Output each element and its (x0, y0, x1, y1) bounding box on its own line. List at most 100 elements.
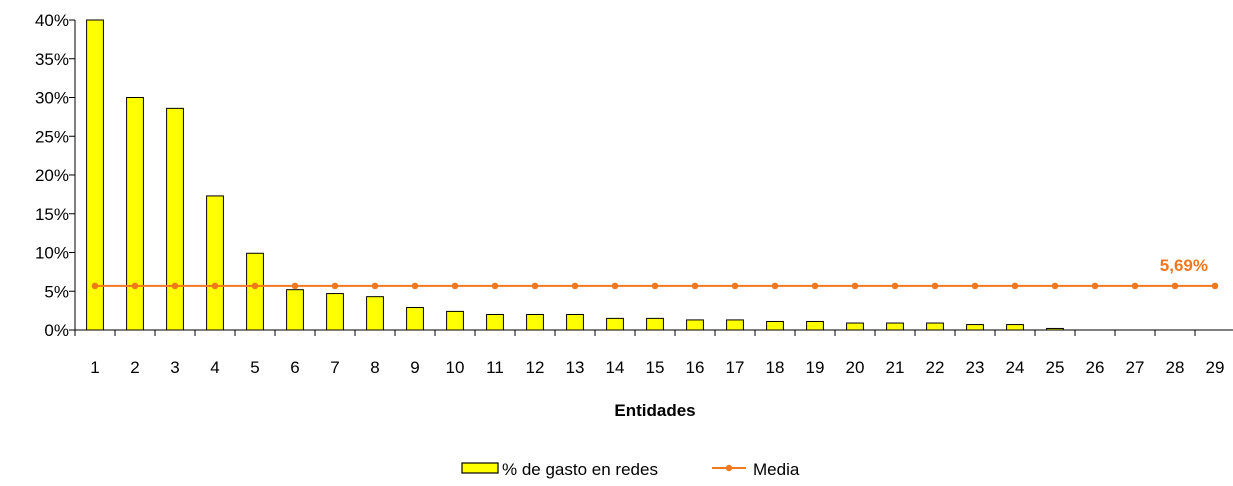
mean-line-marker (131, 282, 139, 290)
x-tick-label: 20 (846, 358, 865, 377)
bar (246, 252, 264, 331)
y-tick-label: 10% (35, 244, 69, 263)
bar (1046, 327, 1064, 331)
mean-line-marker (1171, 282, 1179, 290)
x-tick-label: 2 (130, 358, 139, 377)
bar (766, 320, 784, 331)
bar (1006, 324, 1024, 331)
x-tick-label: 14 (606, 358, 625, 377)
mean-line-marker (571, 282, 579, 290)
legend-swatch-marker (725, 464, 733, 472)
bar-series (86, 19, 1064, 331)
bar (806, 320, 824, 331)
y-tick-label: 15% (35, 205, 69, 224)
mean-line-marker (251, 282, 259, 290)
x-tick-label: 25 (1046, 358, 1065, 377)
mean-line-marker (1011, 282, 1019, 290)
mean-line-marker (1211, 282, 1219, 290)
x-tick-label: 6 (290, 358, 299, 377)
x-tick-label: 7 (330, 358, 339, 377)
mean-line-marker (211, 282, 219, 290)
mean-line-marker (931, 282, 939, 290)
bar (126, 97, 144, 331)
bar (726, 319, 744, 331)
bar (686, 319, 704, 331)
x-tick-label: 1 (90, 358, 99, 377)
bar (846, 322, 864, 331)
x-tick-label: 9 (410, 358, 419, 377)
x-tick-label: 15 (646, 358, 665, 377)
mean-line-marker (611, 282, 619, 290)
x-tick-label: 22 (926, 358, 945, 377)
legend: % de gasto en redes Media (461, 460, 800, 479)
x-tick-label: 23 (966, 358, 985, 377)
y-tick-label: 5% (44, 282, 69, 301)
x-tick-label: 13 (566, 358, 585, 377)
mean-line-marker (491, 282, 499, 290)
x-tick-label: 8 (370, 358, 379, 377)
mean-line-marker (91, 282, 99, 290)
mean-line-marker (531, 282, 539, 290)
legend-label-line: Media (753, 460, 800, 479)
x-tick-label: 28 (1166, 358, 1185, 377)
bar (926, 322, 944, 331)
x-tick-label: 18 (766, 358, 785, 377)
legend-swatch-bars (461, 462, 499, 474)
bar (646, 317, 664, 331)
y-tick-label: 40% (35, 11, 69, 30)
bar (606, 317, 624, 331)
x-tick-label: 3 (170, 358, 179, 377)
mean-line-marker (731, 282, 739, 290)
mean-value-annotation: 5,69% (1160, 256, 1208, 275)
x-tick-label: 17 (726, 358, 745, 377)
bar (526, 314, 544, 331)
x-tick-label: 19 (806, 358, 825, 377)
x-tick-label: 16 (686, 358, 705, 377)
mean-line-marker (851, 282, 859, 290)
mean-line-marker (771, 282, 779, 290)
mean-line-marker (411, 282, 419, 290)
bar (886, 322, 904, 331)
x-tick-label: 10 (446, 358, 465, 377)
y-tick-label: 30% (35, 89, 69, 108)
mean-line-marker (1051, 282, 1059, 290)
x-axis: 1 2 3 4 5 6 7 8 9 10 11 12 13 14 15 16 17 18 19 20 21 22 23 24 2… (74, 329, 1233, 377)
bar (366, 296, 384, 331)
x-tick-label: 26 (1086, 358, 1105, 377)
y-tick-label: 0% (44, 321, 69, 340)
bar (406, 307, 424, 331)
mean-line-marker (171, 282, 179, 290)
bar (206, 195, 224, 331)
x-tick-label: 11 (486, 358, 504, 377)
mean-line-marker (451, 282, 459, 290)
x-tick-label: 12 (526, 358, 545, 377)
bar (86, 19, 104, 331)
bar (486, 314, 504, 331)
bar (166, 107, 184, 331)
x-tick-label: 21 (886, 358, 905, 377)
mean-line-marker (811, 282, 819, 290)
bar (966, 324, 984, 331)
y-tick-label: 20% (35, 166, 69, 185)
mean-line-marker (1091, 282, 1099, 290)
mean-line-marker (291, 282, 299, 290)
y-tick-label: 35% (35, 50, 69, 69)
mean-line-series (91, 282, 1219, 290)
mean-line-marker (371, 282, 379, 290)
bar (446, 310, 464, 331)
bar (566, 314, 584, 331)
x-tick-label: 29 (1206, 358, 1225, 377)
y-tick-label: 25% (35, 127, 69, 146)
x-axis-label: Entidades (614, 401, 695, 420)
x-tick-label: 24 (1006, 358, 1025, 377)
mean-line-marker (691, 282, 699, 290)
bar (286, 289, 304, 331)
x-tick-label: 5 (250, 358, 259, 377)
mean-line-marker (1131, 282, 1139, 290)
bar (326, 293, 344, 331)
mean-line-marker (331, 282, 339, 290)
mean-line-marker (651, 282, 659, 290)
legend-label-bars: % de gasto en redes (502, 460, 658, 479)
mean-line-marker (971, 282, 979, 290)
